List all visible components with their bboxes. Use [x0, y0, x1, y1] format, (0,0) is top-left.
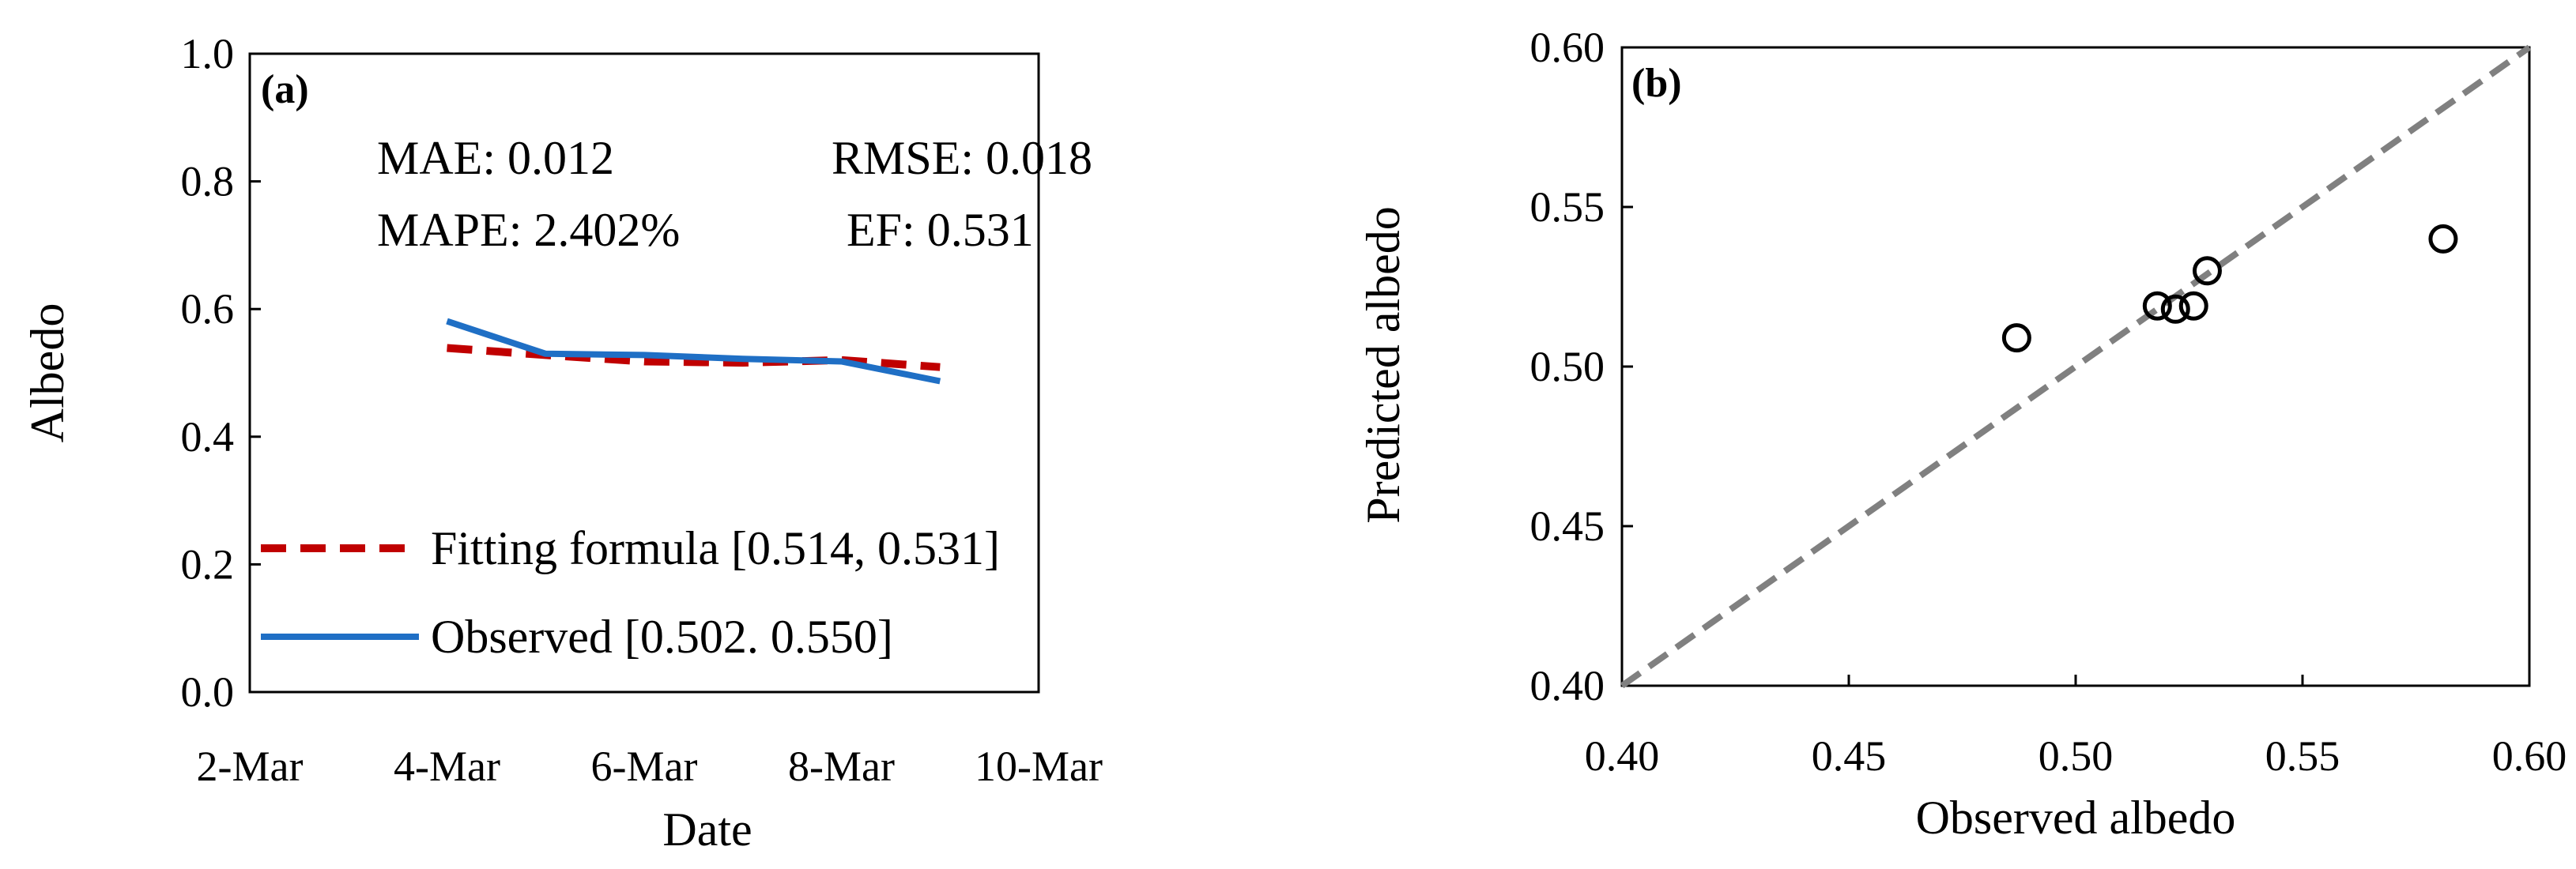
scatter-point [2001, 323, 2031, 353]
x-tick-label: 0.60 [2492, 732, 2567, 780]
panel-b-y-ticks: 0.40 0.45 0.50 0.55 0.60 [1530, 24, 1633, 709]
panel-a-line-chart: 0.0 0.2 0.4 0.6 0.8 1.0 2-Mar 4-Mar 6-Mar 8-Mar 1… [21, 30, 1103, 856]
legend-label-observed: Observed [0.502. 0.550] [431, 611, 893, 663]
scatter-point [2428, 224, 2458, 254]
scatter-point [2178, 291, 2208, 321]
x-tick-label: 0.45 [1812, 732, 1887, 780]
legend-label-fitting: Fitting formula [0.514, 0.531] [431, 522, 1000, 574]
x-tick-label: 0.40 [1585, 732, 1660, 780]
panel-b-label: (b) [1631, 61, 1682, 106]
y-tick-label: 0.50 [1530, 343, 1605, 390]
y-tick-label: 0.8 [181, 158, 235, 205]
panel-b-x-ticks: 0.40 0.45 0.50 0.55 0.60 [1585, 675, 2567, 780]
panel-a-label: (a) [261, 67, 309, 112]
x-tick-label: 10-Mar [975, 743, 1103, 790]
y-tick-label: 0.55 [1530, 183, 1605, 231]
x-tick-label: 2-Mar [197, 743, 304, 790]
y-tick-label: 0.4 [181, 413, 235, 461]
x-tick-label: 0.50 [2039, 732, 2114, 780]
scatter-point [2160, 294, 2190, 324]
y-tick-label: 0.60 [1530, 24, 1605, 71]
y-tick-label: 0.0 [181, 668, 235, 716]
panel-a-x-ticks: 2-Mar 4-Mar 6-Mar 8-Mar 10-Mar [197, 743, 1103, 790]
panel-a-y-ticks: 0.0 0.2 0.4 0.6 0.8 1.0 [181, 30, 261, 716]
x-tick-label: 6-Mar [591, 743, 698, 790]
panel-b-scatter-chart: 0.40 0.45 0.50 0.55 0.60 0.40 0.45 0.50 0.55 0.6… [1357, 24, 2567, 844]
panel-a-series [446, 318, 941, 385]
y-tick-label: 0.2 [181, 540, 235, 588]
scatter-point [2192, 256, 2222, 286]
panel-a-plot-frame [248, 52, 1040, 694]
y-tick-label: 1.0 [181, 30, 235, 77]
x-tick-label: 0.55 [2265, 732, 2340, 780]
series-line-fitting-formula [447, 344, 941, 371]
x-tick-label: 8-Mar [788, 743, 895, 790]
stat-mape: MAPE: 2.402% [377, 204, 680, 256]
one-to-one-reference-line [1620, 44, 2532, 689]
x-tick-label: 4-Mar [394, 743, 500, 790]
stat-mae: MAE: 0.012 [377, 132, 614, 184]
panel-b-x-axis-label: Observed albedo [1916, 792, 2236, 844]
panel-b-points [2001, 224, 2458, 353]
stat-rmse: RMSE: 0.018 [832, 132, 1092, 184]
series-line-observed [446, 318, 941, 385]
scatter-point [2142, 291, 2172, 321]
stat-ef: EF: 0.531 [847, 204, 1034, 256]
y-tick-label: 0.6 [181, 285, 235, 333]
y-tick-label: 0.45 [1530, 502, 1605, 550]
panel-b-y-axis-label: Predicted albedo [1357, 206, 1409, 524]
panel-a-x-axis-label: Date [662, 803, 752, 856]
panel-a-y-axis-label: Albedo [21, 303, 74, 443]
y-tick-label: 0.40 [1530, 662, 1605, 709]
legend: Fitting formula [0.514, 0.531] Observed … [261, 522, 1000, 663]
